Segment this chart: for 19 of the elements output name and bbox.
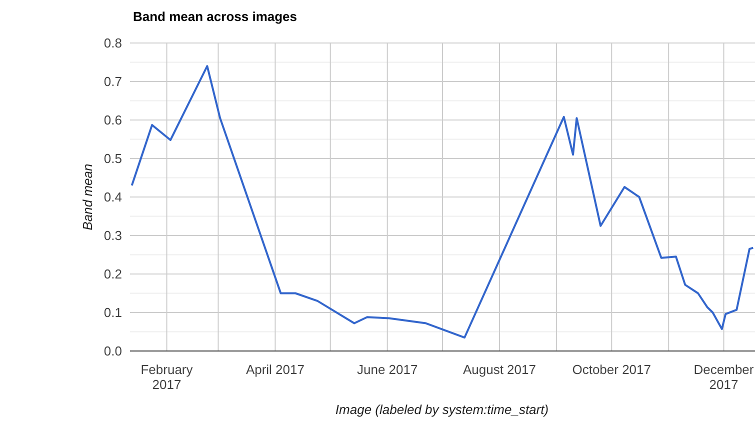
y-tick-label: 0.7	[104, 74, 122, 90]
y-tick-label: 0.8	[104, 36, 122, 51]
line-series	[130, 65, 754, 339]
x-axis-title: Image (labeled by system:time_start)	[335, 402, 549, 417]
y-tick-label: 0.3	[104, 228, 122, 244]
y-tick-label: 0.4	[104, 190, 122, 205]
x-tick-label: June 2017	[356, 362, 418, 377]
y-tick-label: 0.6	[104, 112, 122, 128]
x-tick-label: April 2017	[246, 362, 304, 377]
y-tick-label: 0.5	[104, 151, 122, 166]
x-tick-label: February 2017	[140, 362, 194, 392]
x-tick-label: December 2017	[694, 362, 754, 392]
y-axis-title: Band mean	[80, 164, 95, 230]
chart-title: Band mean across images	[133, 9, 298, 24]
y-tick-label: 0.0	[104, 344, 122, 359]
y-tick-label: 0.1	[104, 305, 122, 320]
y-tick-label: 0.2	[104, 266, 122, 282]
x-tick-label: October 2017	[572, 362, 652, 377]
x-tick-label: August 2017	[462, 362, 536, 377]
